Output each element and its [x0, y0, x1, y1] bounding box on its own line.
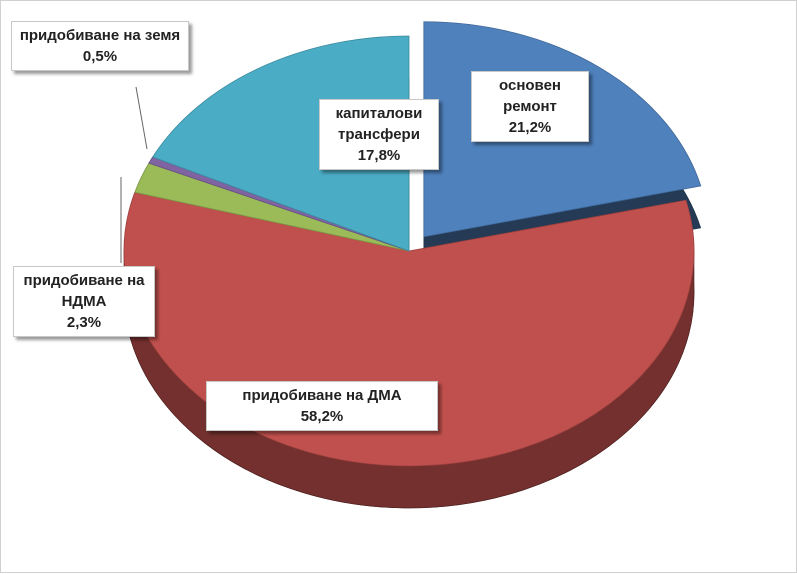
data-label: придобиване на НДМА 2,3% — [13, 266, 155, 337]
category-name: придобиване на НДМА — [23, 272, 145, 310]
data-label: основен ремонт 21,2% — [471, 71, 589, 142]
value-label: 17,8% — [357, 147, 401, 164]
category-name: капиталови трансфери — [335, 105, 423, 143]
category-name: основен ремонт — [499, 77, 561, 115]
leader-line — [135, 86, 148, 150]
value-label: 21,2% — [508, 119, 552, 136]
value-label: 2,3% — [66, 314, 102, 331]
data-label: капиталови трансфери 17,8% — [319, 99, 439, 170]
category-name: придобиване на земя — [19, 27, 181, 44]
data-label: придобиване на земя 0,5% — [11, 21, 189, 71]
value-label: 0,5% — [82, 48, 118, 65]
slice — [152, 35, 410, 252]
value-label: 58,2% — [300, 408, 344, 425]
category-name: придобиване на ДМА — [242, 387, 402, 404]
data-label: придобиване на ДМА 58,2% — [206, 381, 438, 431]
